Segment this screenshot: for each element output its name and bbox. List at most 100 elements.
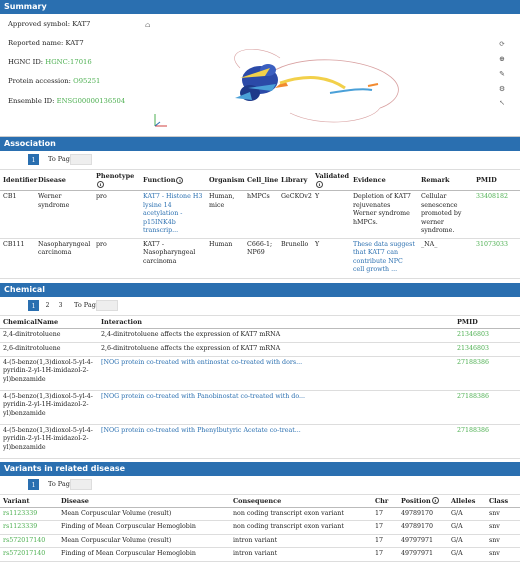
hgnc-link[interactable]: HGNC:17016 (45, 58, 92, 66)
cell-interaction-link[interactable]: [NOG protein co-treated with Panobinosta… (98, 390, 454, 425)
col-class: Class (486, 493, 520, 508)
cell-variant-link[interactable]: rs572017140 (0, 547, 58, 562)
to-page-label: To Page (74, 300, 100, 309)
cell-variant-link[interactable]: rs572017140 (0, 534, 58, 548)
cell-evidence: Depletion of KAT7 rejuvenates Werner syn… (350, 190, 418, 239)
cell-pmid-link[interactable]: 21346803 (454, 342, 520, 357)
cell-pmid-link[interactable]: 33408182 (473, 190, 520, 239)
cell-pmid-link[interactable]: 27188386 (454, 424, 520, 459)
cell-interaction: 2,6-dinitrotoluene affects the expressio… (98, 342, 454, 357)
table-row: 4-(5-benzo(1,3)dioxol-5-yl-4-pyridin-2-y… (0, 390, 520, 425)
cell-chr: 17 (372, 507, 398, 521)
arrow-icon[interactable]: ↖ (499, 99, 505, 107)
cell-disease: Mean Corpuscular Volume (result) (58, 507, 230, 521)
chemical-header-row: ChemicalName Interaction PMID (0, 314, 520, 329)
col-consequence: Consequence (230, 493, 372, 508)
cell-position: 49789170 (398, 520, 448, 535)
cell-identifier: CB111 (0, 238, 35, 279)
cell-organism: Human, mice (206, 190, 244, 239)
col-pmid: PMID (454, 314, 520, 329)
ensembl-row: Ensemble ID: ENSG00000136504 (8, 97, 125, 105)
association-table: Identifier Disease Phenotypei Function i … (0, 169, 520, 279)
info-icon[interactable]: i (97, 180, 104, 188)
table-row: CB111 Nasopharyngeal carcinoma pro KAT7 … (0, 238, 520, 279)
protein-structure-viewer[interactable]: ⌂ ⟳ ⊕ ✎ ⚙ ↖ (140, 18, 510, 134)
cell-interaction-link[interactable]: [NOG protein co-treated with entinostat … (98, 356, 454, 391)
info-icon[interactable]: i (316, 180, 323, 188)
col-identifier: Identifier (0, 169, 37, 191)
svg-text:⌂: ⌂ (145, 21, 150, 29)
page-button-2[interactable]: 2 (42, 299, 53, 311)
page-button-1[interactable]: 1 (28, 154, 39, 165)
reported-name-row: Reported name: KAT7 (8, 39, 84, 47)
info-icon[interactable]: i (431, 497, 439, 504)
cell-chemical-name: 4-(5-benzo(1,3)dioxol-5-yl-4-pyridin-2-y… (0, 390, 98, 425)
cell-position: 49797971 (398, 547, 448, 562)
approved-symbol-value: KAT7 (72, 20, 91, 28)
cell-interaction-link[interactable]: [NOG protein co-treated with Phenylbutyr… (98, 424, 454, 459)
to-page-input[interactable] (70, 478, 92, 490)
summary-header: Summary (0, 0, 520, 14)
cell-interaction: 2,4-dinitrotoluene affects the expressio… (98, 328, 454, 343)
cell-pmid-link[interactable]: 31073033 (473, 238, 520, 279)
cell-identifier: CB1 (0, 190, 35, 239)
ensembl-label: Ensemble ID: (8, 97, 55, 105)
cell-class: snv (486, 520, 520, 535)
col-variant: Variant (0, 493, 58, 508)
cell-validated: Y (312, 190, 350, 239)
table-row: rs572017140 Finding of Mean Corpuscular … (0, 547, 520, 562)
cell-disease: Finding of Mean Corpuscular Hemoglobin (58, 547, 230, 562)
cell-pmid-link[interactable]: 21346803 (454, 328, 520, 343)
cell-alleles: G/A (448, 534, 486, 548)
cell-alleles: G/A (448, 547, 486, 562)
cell-variant-link[interactable]: rs1123339 (0, 507, 58, 521)
page-button-1[interactable]: 1 (28, 299, 39, 311)
cell-consequence: intron variant (230, 534, 372, 548)
page-button-1[interactable]: 1 (28, 478, 39, 490)
col-library: Library (278, 169, 312, 191)
cell-evidence-link[interactable]: These data suggest that KAT7 can contrib… (350, 238, 418, 279)
approved-symbol-label: Approved symbol: (8, 20, 71, 28)
col-position: Position i (398, 493, 448, 508)
cell-function-link[interactable]: KAT7 - Histone H3 lysine 14 acetylation … (140, 190, 206, 239)
cell-chemical-name: 4-(5-benzo(1,3)dioxol-5-yl-4-pyridin-2-y… (0, 356, 98, 391)
col-chr: Chr (372, 493, 398, 508)
col-phenotype: Phenotypei (93, 169, 140, 191)
cell-pmid-link[interactable]: 27188386 (454, 390, 520, 425)
table-row: rs1123339 Mean Corpuscular Volume (resul… (0, 507, 520, 521)
col-pmid: PMID (473, 169, 520, 191)
cell-consequence: intron variant (230, 547, 372, 562)
variants-header: Variants in related disease (0, 461, 520, 476)
col-function: Function i (140, 169, 206, 191)
cell-position: 49789170 (398, 507, 448, 521)
cell-class: snv (486, 507, 520, 521)
col-organism: Organism (206, 169, 245, 191)
settings-icon[interactable]: ⚙ (498, 85, 506, 93)
cell-chemical-name: 4-(5-benzo(1,3)dioxol-5-yl-4-pyridin-2-y… (0, 424, 98, 459)
cell-disease: Nasopharyngeal carcinoma (35, 238, 93, 279)
zoom-icon[interactable]: ⊕ (499, 55, 505, 63)
reported-name-label: Reported name: (8, 39, 64, 47)
table-row: 4-(5-benzo(1,3)dioxol-5-yl-4-pyridin-2-y… (0, 424, 520, 459)
cell-variant-link[interactable]: rs1123339 (0, 520, 58, 535)
approved-symbol-row: Approved symbol: KAT7 (8, 20, 90, 28)
edit-icon[interactable]: ✎ (499, 70, 505, 78)
association-header-row: Identifier Disease Phenotypei Function i … (0, 169, 520, 191)
hgnc-label: HGNC ID: (8, 58, 44, 66)
chemical-header: Chemical (0, 282, 520, 297)
ensembl-link[interactable]: ENSG00000136504 (56, 97, 126, 105)
association-header: Association (0, 137, 520, 151)
cell-phenotype: pro (93, 190, 140, 239)
protein-link[interactable]: O95251 (73, 77, 101, 85)
cell-validated: Y (312, 238, 350, 279)
info-icon[interactable]: i (176, 176, 184, 184)
table-row: 2,4-dinitrotoluene 2,4-dinitrotoluene af… (0, 328, 520, 343)
page-button-3[interactable]: 3 (55, 299, 66, 311)
to-page-input[interactable] (70, 154, 92, 165)
to-page-input[interactable] (96, 299, 118, 311)
cell-pmid-link[interactable]: 27188386 (454, 356, 520, 391)
cell-chr: 17 (372, 547, 398, 562)
col-interaction: Interaction (98, 314, 454, 329)
col-cell-line: Cell_line (244, 169, 278, 191)
refresh-icon[interactable]: ⟳ (499, 40, 505, 48)
